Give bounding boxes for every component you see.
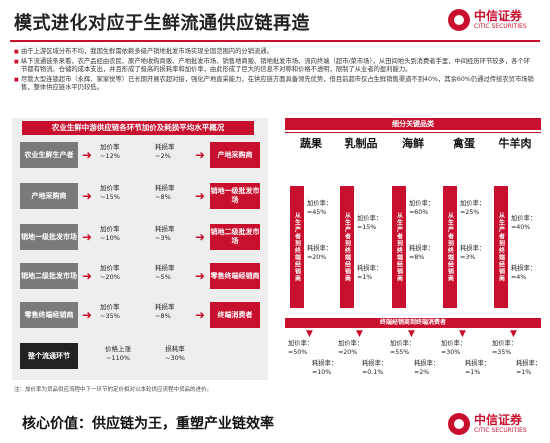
category-markup: 加价率： ≈45% <box>307 200 333 216</box>
category-markup: 加价率： ≈40% <box>511 215 537 231</box>
arrow-right-icon: ➜ <box>82 308 93 322</box>
stage-box: 农业生鲜生产者 <box>20 142 78 168</box>
arrow-down-icon: ▼ <box>408 329 415 339</box>
total-loss-rate: 损耗率 ~30% <box>165 345 185 362</box>
title-divider <box>10 40 540 42</box>
brand-logo: 中信证券 CITIC SECURITIES <box>448 6 540 38</box>
footer-logo: 中信证券 CITIC SECURITIES <box>448 410 540 440</box>
brand-logo-icon <box>448 9 470 31</box>
category-loss: 耗损率： ≈4% <box>511 265 537 281</box>
category-loss: 耗损率： ≈8% <box>409 245 435 261</box>
arrow-right-icon: ➜ <box>195 269 206 283</box>
bullet-item: 纵下流通链条来看，农产品经由农民、原产地收购商贩、产地批发市场、销售地商贩、销地… <box>14 58 534 75</box>
total-stage-box: 整个流通环节 <box>20 343 78 369</box>
brand-name: 中信证券 <box>474 9 523 23</box>
stage-box: 零售终端经销商 <box>20 302 78 328</box>
loss-rate: 耗损率 ~3% <box>155 225 175 242</box>
retail-loss: 耗损率： ≈0.1% <box>362 360 388 376</box>
footnote: 注：加价率为货品供应流程中下一环节的定价相对以本轮供应流程中货品的进价。 <box>14 387 213 393</box>
dest-box: 销地二级批发市场 <box>210 224 260 250</box>
category-loss: 耗损率： ≈1% <box>357 265 383 281</box>
page-title: 模式进化对应于生鲜流通供应链再造 <box>14 13 310 34</box>
arrow-down-icon: ▼ <box>510 329 517 339</box>
arrow-right-icon: ➜ <box>195 308 206 322</box>
arrow-right-icon: ➜ <box>82 269 93 283</box>
stage-box: 产地采购商 <box>20 183 78 209</box>
loss-rate: 耗损率 ~5% <box>155 264 175 281</box>
category-loss: 耗损率： ≈20% <box>307 245 333 261</box>
header-underline <box>285 132 541 133</box>
retail-loss: 耗损率： ≈10% <box>312 360 338 376</box>
right-panel-header: 细分关键品类 <box>285 118 541 130</box>
arrow-right-icon: ➜ <box>82 148 93 162</box>
arrow-right-icon: ➜ <box>195 189 206 203</box>
arrow-down-icon: ▼ <box>356 329 363 339</box>
loss-rate: 耗损率 ~2% <box>155 143 175 160</box>
arrow-right-icon: ➜ <box>82 189 93 203</box>
retail-markup: 加价率： ≈55% <box>390 340 416 356</box>
markup-rate: 加价率 ~10% <box>100 225 120 242</box>
retail-band: 终端经销商到终端消费者 <box>285 318 541 328</box>
loss-rate: 耗损率 ~8% <box>155 184 175 201</box>
markup-rate: 加价率 ~15% <box>100 184 120 201</box>
category-label: 牛羊肉 <box>498 137 532 150</box>
markup-rate: 加价率 ~20% <box>100 264 120 281</box>
bullet-item: 由于上游区域分布不均，我国生鲜需依赖多级产销地批发市场实现全国范围内的分销流通。 <box>14 48 534 57</box>
brand-name: 中信证券 <box>474 413 523 427</box>
bullet-list: 由于上游区域分布不均，我国生鲜需依赖多级产销地批发市场实现全国范围内的分销流通。… <box>14 48 534 94</box>
arrow-right-icon: ➜ <box>82 230 93 244</box>
markup-rate: 加价率 ~35% <box>100 303 120 320</box>
category-markup: 加价率： ≈15% <box>357 215 383 231</box>
dest-box: 产地采购商 <box>210 142 260 168</box>
dest-box: 销地一级批发市场 <box>210 183 260 209</box>
arrow-right-icon: ➜ <box>195 148 206 162</box>
retail-loss: 耗损率： ≈1% <box>516 360 542 376</box>
category-markup: 加价率： ≈25% <box>460 200 486 216</box>
category-label: 乳制品 <box>344 137 378 150</box>
vertical-label: 从生产者到终端经销商 <box>494 186 508 308</box>
arrow-right-icon: ➜ <box>195 230 206 244</box>
stage-box: 销地二级批发市场 <box>20 263 78 289</box>
arrow-down-icon: ▼ <box>459 329 466 339</box>
stage-box: 销地一级批发市场 <box>20 224 78 250</box>
markup-rate: 加价率 ~12% <box>100 143 120 160</box>
loss-rate: 耗损率 ~8% <box>155 303 175 320</box>
category-markup: 加价率： ≈60% <box>409 200 435 216</box>
category-label: 禽蛋 <box>453 137 475 150</box>
core-value-text: 核心价值：供应链为王，重塑产业链效率 <box>22 416 274 432</box>
retail-loss: 耗损率： ≈2% <box>414 360 440 376</box>
category-loss: 耗损率： ≈3% <box>460 245 486 261</box>
brand-name-en: CITIC SECURITIES <box>474 23 527 30</box>
vertical-label: 从生产者到终端经销商 <box>340 186 354 308</box>
dest-box: 终端消费者 <box>210 302 260 328</box>
category-label: 海鲜 <box>402 137 424 150</box>
retail-markup: 加价率： ≈50% <box>288 340 314 356</box>
total-price-rise: 价格上涨 ~110% <box>105 345 131 362</box>
brand-name-en: CITIC SECURITIES <box>474 427 527 434</box>
arrow-down-icon: ▼ <box>306 329 313 339</box>
left-panel-header: 农业生鲜中游供应链各环节加价及耗损平均水平概况 <box>22 121 254 135</box>
vertical-label: 从生产者到终端经销商 <box>443 186 457 308</box>
retail-markup: 加价率： ≈20% <box>338 340 364 356</box>
vertical-label: 从生产者到终端经销商 <box>290 186 304 308</box>
bullet-item: 尽管大型连锁超市（永辉、家家悦等）已长期开展农超对接，强化产地直采能力，在供应链… <box>14 76 534 93</box>
retail-markup: 加价率： ≈30% <box>441 340 467 356</box>
vertical-label: 从生产者到终端经销商 <box>392 186 406 308</box>
retail-markup: 加价率： ≈35% <box>492 340 518 356</box>
dest-box: 零售终端经销商 <box>210 263 260 289</box>
category-label: 蔬果 <box>300 137 322 150</box>
brand-logo-icon <box>448 413 470 435</box>
retail-loss: 耗损率： ≈1% <box>465 360 491 376</box>
